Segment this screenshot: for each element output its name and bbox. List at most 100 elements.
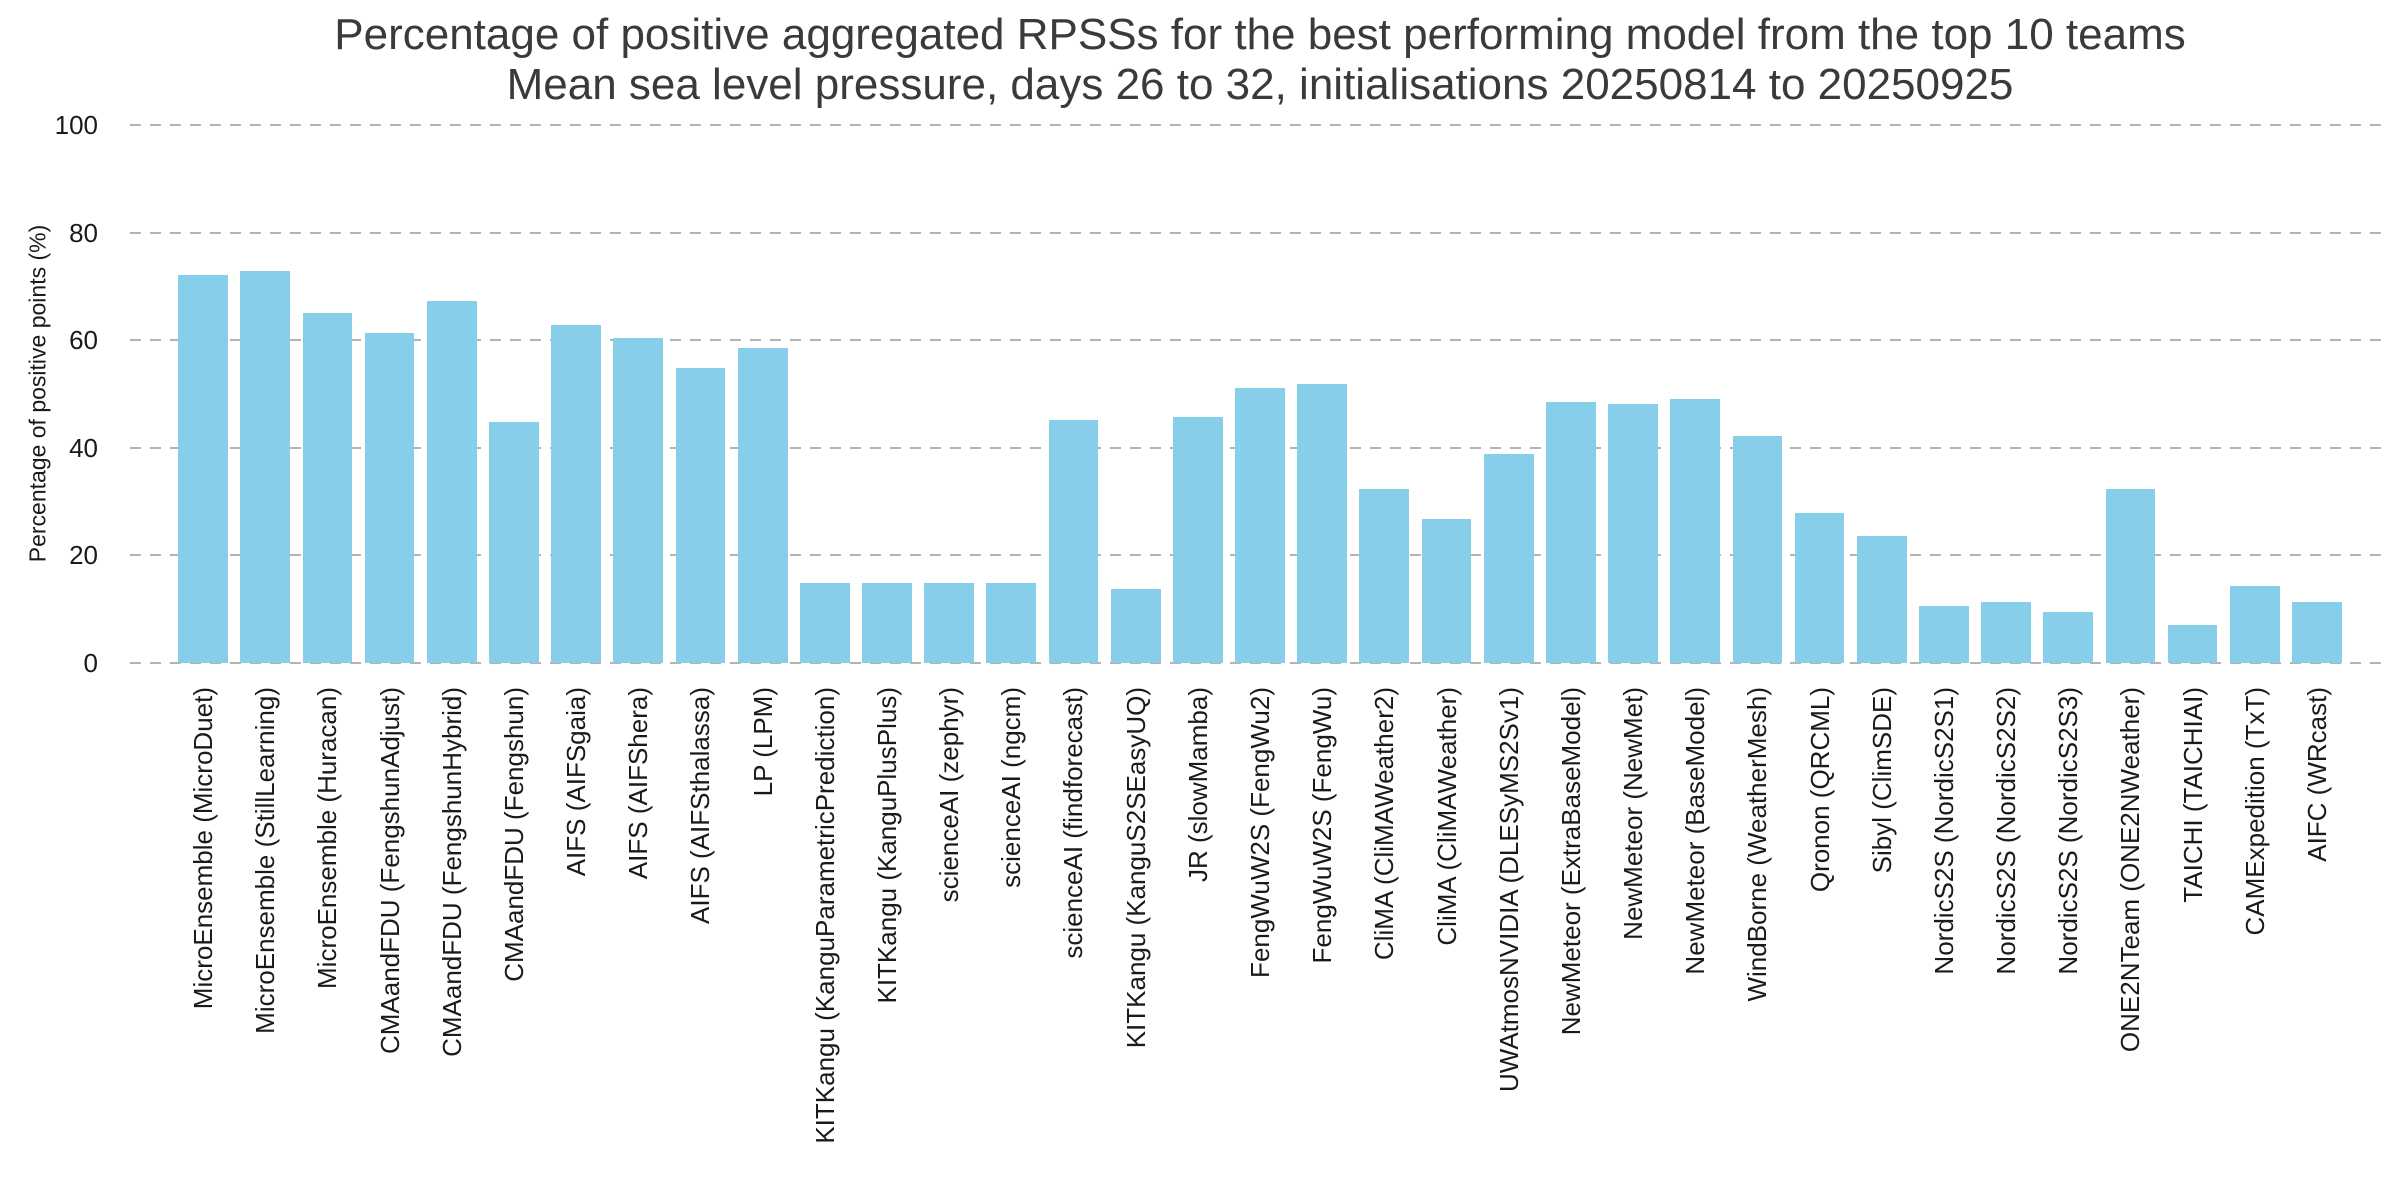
- bar: [1732, 435, 1783, 663]
- bar-slot: [172, 125, 234, 663]
- bar-slot: [1229, 125, 1291, 663]
- x-label-slot: KITKangu (KanguS2SEasyUQ): [1105, 687, 1167, 1187]
- bar-slot: [296, 125, 358, 663]
- x-tick-label: NewMeteor (BaseModel): [1680, 687, 1711, 975]
- bar: [364, 332, 415, 663]
- x-label-slot: CMAandFDU (Fengshun): [483, 687, 545, 1187]
- bar: [302, 313, 353, 663]
- y-tick-label: 40: [69, 432, 98, 463]
- x-label-slot: MicroEnsemble (StillLearning): [234, 687, 296, 1187]
- x-tick-label: CAMExpedition (TxT): [2239, 687, 2270, 936]
- bar-slot: [359, 125, 421, 663]
- x-tick-label: NewMeteor (NewMet): [1618, 687, 1649, 940]
- bar-slot: [1105, 125, 1167, 663]
- x-tick-label: LP (LPM): [747, 687, 778, 797]
- x-label-slot: NordicS2S (NordicS2S3): [2037, 687, 2099, 1187]
- bar: [799, 583, 850, 663]
- bar-slot: [1540, 125, 1602, 663]
- x-label-slot: LP (LPM): [732, 687, 794, 1187]
- x-label-slot: AIFC (WRcast): [2286, 687, 2348, 1187]
- bar-slot: [1478, 125, 1540, 663]
- x-label-slot: NewMeteor (NewMet): [1602, 687, 1664, 1187]
- x-label-slot: UWAtmosNVIDIA (DLESyMS2Sv1): [1478, 687, 1540, 1187]
- gridline: [130, 339, 2390, 342]
- gridline: [130, 124, 2390, 126]
- x-label-slot: scienceAI (ngcm): [980, 687, 1042, 1187]
- bar: [426, 301, 477, 663]
- x-label-slot: scienceAI (findforecast): [1042, 687, 1104, 1187]
- x-label-slot: scienceAI (zephyr): [918, 687, 980, 1187]
- x-tick-label: WindBorne (WeatherMesh): [1742, 687, 1773, 1002]
- x-label-slot: AIFS (AIFSthalassa): [669, 687, 731, 1187]
- gridline: [130, 662, 2390, 664]
- x-tick-label: NordicS2S (NordicS2S3): [2053, 687, 2084, 975]
- bar: [551, 324, 601, 663]
- x-tick-label: ONE2NTeam (ONE2NWeather): [2115, 687, 2146, 1053]
- x-label-slot: TAICHI (TAICHIAI): [2162, 687, 2224, 1187]
- gridline: [130, 231, 2390, 234]
- x-label-slot: Qronon (QRCML): [1788, 687, 1850, 1187]
- x-tick-label: KITKangu (KanguParametricPrediction): [809, 687, 840, 1144]
- bar-slot: [2224, 125, 2286, 663]
- bar: [1546, 401, 1596, 663]
- x-tick-label: CMAandFDU (FengshunHybrid): [436, 687, 467, 1057]
- x-tick-label: MicroEnsemble (MicroDuet): [188, 687, 219, 1010]
- x-label-slot: KITKangu (KanguParametricPrediction): [794, 687, 856, 1187]
- bar: [1235, 387, 1285, 663]
- x-label-slot: AIFS (AIFSgaia): [545, 687, 607, 1187]
- bar: [1919, 605, 1969, 663]
- bar-slot: [1975, 125, 2037, 663]
- y-axis: 0 20 40 60 80 100: [0, 0, 112, 700]
- bar-slot: [1415, 125, 1477, 663]
- bar-slot: [1602, 125, 1664, 663]
- bar-slot: [545, 125, 607, 663]
- bar-slot: [483, 125, 545, 663]
- x-tick-label: CMAandFDU (FengshunAdjust): [374, 687, 405, 1055]
- bar-slot: [856, 125, 918, 663]
- x-tick-label: scienceAI (zephyr): [934, 687, 965, 903]
- x-tick-label: MicroEnsemble (StillLearning): [250, 687, 281, 1034]
- bar-slot: [1913, 125, 1975, 663]
- x-tick-label: NordicS2S (NordicS2S1): [1928, 687, 1959, 975]
- y-tick-label: 20: [69, 540, 98, 571]
- y-tick-label: 100: [54, 110, 98, 140]
- bar: [1794, 512, 1845, 663]
- bar: [737, 348, 788, 663]
- bar-slot: [980, 125, 1042, 663]
- bar: [1483, 454, 1534, 663]
- x-label-slot: MicroEnsemble (Huracan): [296, 687, 358, 1187]
- x-tick-label: KITKangu (KanguPlusPlus): [871, 687, 902, 1004]
- bar: [986, 583, 1037, 663]
- x-tick-label: FengWuW2S (FengWu2): [1245, 687, 1275, 978]
- bar-slot: [669, 125, 731, 663]
- x-label-slot: KITKangu (KanguPlusPlus): [856, 687, 918, 1187]
- bar-slot: [607, 125, 669, 663]
- x-tick-label: JR (slowMamba): [1182, 687, 1213, 883]
- bar-slot: [1042, 125, 1104, 663]
- x-tick-label: CliMA (CliMAWeather): [1431, 687, 1462, 946]
- x-label-slot: NewMeteor (ExtraBaseModel): [1540, 687, 1602, 1187]
- bar: [675, 367, 726, 663]
- bar: [1359, 488, 1410, 663]
- chart-subtitle: Mean sea level pressure, days 26 to 32, …: [506, 60, 2014, 109]
- y-tick-label: 80: [69, 217, 98, 248]
- x-label-slot: WindBorne (WeatherMesh): [1726, 687, 1788, 1187]
- x-label-slot: CMAandFDU (FengshunHybrid): [421, 687, 483, 1187]
- bar: [240, 270, 291, 663]
- bar-slot: [732, 125, 794, 663]
- bar-slot: [2162, 125, 2224, 663]
- chart-title: Percentage of positive aggregated RPSSs …: [334, 10, 2186, 59]
- x-label-slot: FengWuW2S (FengWu): [1291, 687, 1353, 1187]
- bar: [924, 583, 975, 663]
- bar: [1421, 518, 1472, 663]
- x-tick-label: Sibyl (ClimSDE): [1866, 687, 1897, 874]
- bar-slot: [2099, 125, 2161, 663]
- x-label-slot: NewMeteor (BaseModel): [1664, 687, 1726, 1187]
- x-tick-label: CliMA (CliMAWeather2): [1369, 687, 1400, 961]
- x-tick-label: FengWuW2S (FengWu): [1307, 687, 1338, 964]
- x-label-slot: JR (slowMamba): [1167, 687, 1229, 1187]
- x-tick-label: scienceAI (findforecast): [1058, 687, 1089, 959]
- x-label-slot: AIFS (AIFShera): [607, 687, 669, 1187]
- x-tick-label: Qronon (QRCML): [1804, 687, 1835, 893]
- bar: [178, 275, 228, 663]
